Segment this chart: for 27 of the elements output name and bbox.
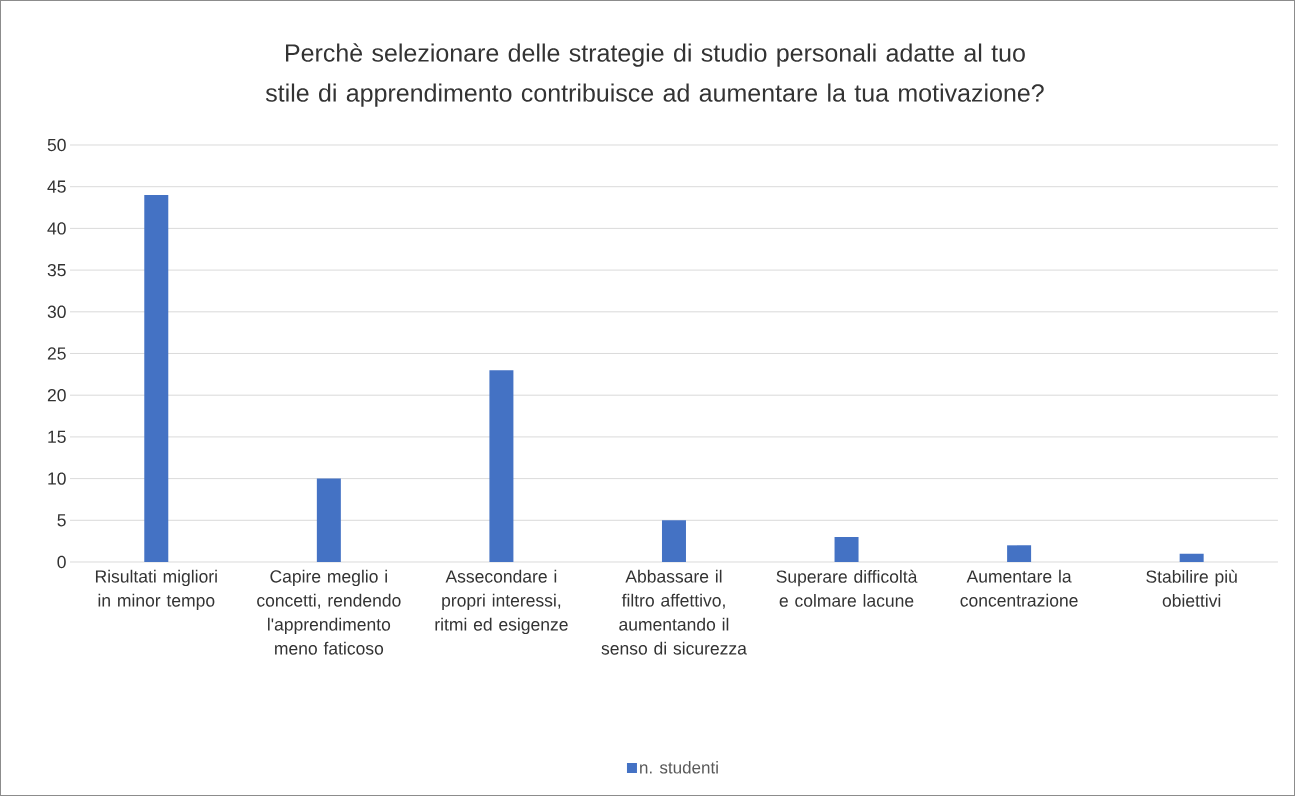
y-tick-label: 40 [47, 222, 66, 235]
bar [1007, 545, 1032, 562]
bar [144, 195, 169, 562]
y-tick-label: 20 [47, 389, 66, 402]
x-tick-label: Abbassare il filtro affettivo, aumentando il senso di sicurezza [601, 569, 747, 655]
y-tick-label: 5 [57, 514, 66, 527]
y-tick-label: 45 [47, 180, 66, 193]
bar [316, 478, 341, 562]
x-tick-label: Capire meglio i concetti, rendendo l'apprendimento meno faticoso [257, 569, 401, 655]
chart-title: Perchè selezionare delle strategie di studio personali adatte al tuo stile di apprendimento contribuisce ad aumentare la tua motivazione? [265, 43, 1044, 107]
y-tick-label: 35 [47, 263, 66, 277]
y-tick-label: 30 [47, 305, 66, 318]
x-tick-label: Aumentare la concentrazione [960, 569, 1078, 607]
legend-label: n. studenti [640, 761, 718, 774]
x-tick-label: Risultati migliori in minor tempo [95, 569, 217, 611]
x-tick-label: Stabilire più obiettivi [1146, 569, 1237, 607]
bar [1179, 553, 1204, 562]
x-tick-label: Assecondare i propri interessi, ritmi ed esigenze [435, 569, 568, 635]
x-tick-label: Superare difficoltà e colmare lacune [776, 569, 918, 607]
y-tick-label: 0 [57, 555, 66, 569]
bar [834, 536, 859, 562]
bar [661, 520, 686, 562]
y-tick-label: 25 [47, 347, 66, 360]
y-tick-label: 10 [48, 472, 66, 485]
y-tick-label: 15 [48, 430, 66, 444]
bar [489, 370, 514, 562]
y-tick-label: 50 [47, 138, 66, 152]
